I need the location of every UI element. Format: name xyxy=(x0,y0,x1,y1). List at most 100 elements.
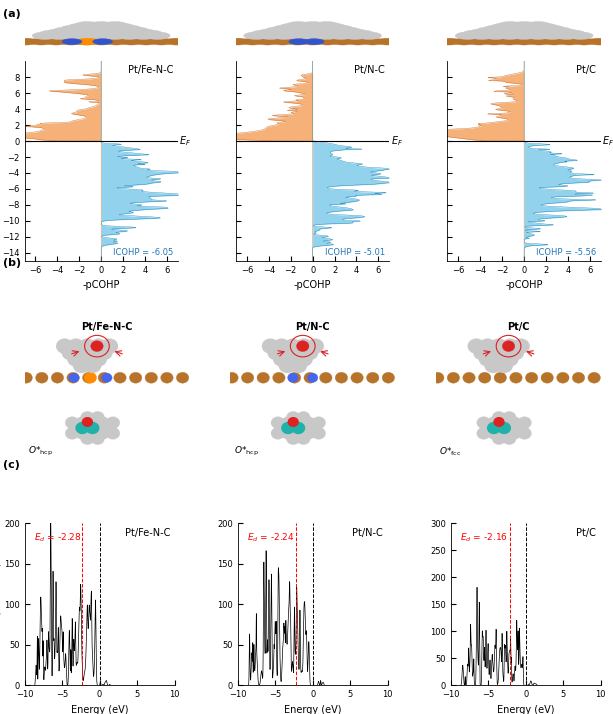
Circle shape xyxy=(102,373,112,382)
Circle shape xyxy=(75,427,89,439)
Circle shape xyxy=(476,27,501,34)
Circle shape xyxy=(512,422,527,434)
Circle shape xyxy=(300,25,326,33)
Circle shape xyxy=(116,25,142,33)
Circle shape xyxy=(286,38,309,45)
Text: $E_d$ = -2.24: $E_d$ = -2.24 xyxy=(246,531,294,544)
Circle shape xyxy=(106,417,120,428)
Circle shape xyxy=(509,372,522,383)
Circle shape xyxy=(561,30,586,38)
Circle shape xyxy=(533,30,558,38)
Text: $E_d$ = -2.28: $E_d$ = -2.28 xyxy=(34,531,81,544)
Circle shape xyxy=(82,24,107,31)
Circle shape xyxy=(511,29,537,36)
Circle shape xyxy=(286,29,311,36)
Circle shape xyxy=(46,29,71,36)
Circle shape xyxy=(479,351,496,366)
Circle shape xyxy=(502,422,516,434)
Circle shape xyxy=(15,38,37,45)
Circle shape xyxy=(75,38,97,45)
Circle shape xyxy=(135,38,158,45)
Circle shape xyxy=(306,422,321,434)
Circle shape xyxy=(226,372,238,383)
Circle shape xyxy=(91,422,105,434)
Circle shape xyxy=(116,32,142,39)
Circle shape xyxy=(306,338,324,353)
Circle shape xyxy=(497,417,511,428)
Circle shape xyxy=(88,25,114,33)
Circle shape xyxy=(279,24,304,31)
Circle shape xyxy=(292,423,305,433)
Circle shape xyxy=(300,32,326,39)
Circle shape xyxy=(484,345,501,360)
Circle shape xyxy=(286,32,311,39)
Circle shape xyxy=(588,372,600,383)
Circle shape xyxy=(281,417,295,428)
Circle shape xyxy=(271,417,285,428)
Circle shape xyxy=(349,30,375,38)
Circle shape xyxy=(484,25,509,33)
Circle shape xyxy=(67,338,85,353)
Circle shape xyxy=(60,32,86,39)
Circle shape xyxy=(297,411,310,423)
Circle shape xyxy=(279,345,296,360)
Circle shape xyxy=(114,372,126,383)
Circle shape xyxy=(110,27,135,34)
Circle shape xyxy=(452,38,476,45)
Circle shape xyxy=(89,351,107,366)
Circle shape xyxy=(329,25,353,33)
Circle shape xyxy=(501,351,519,366)
Circle shape xyxy=(281,427,295,439)
Circle shape xyxy=(75,21,99,29)
Circle shape xyxy=(568,32,593,39)
Circle shape xyxy=(490,338,507,353)
Circle shape xyxy=(138,30,163,38)
Circle shape xyxy=(525,32,550,39)
Circle shape xyxy=(573,38,596,45)
Circle shape xyxy=(102,32,128,39)
Circle shape xyxy=(271,427,285,439)
Circle shape xyxy=(96,427,110,439)
Circle shape xyxy=(297,422,310,434)
Circle shape xyxy=(469,29,494,36)
Circle shape xyxy=(291,417,305,428)
Circle shape xyxy=(508,427,521,439)
Circle shape xyxy=(60,29,86,36)
Circle shape xyxy=(293,24,318,31)
Circle shape xyxy=(267,345,284,360)
Circle shape xyxy=(573,372,585,383)
Circle shape xyxy=(286,433,300,445)
Circle shape xyxy=(226,38,249,45)
Circle shape xyxy=(301,345,318,360)
Circle shape xyxy=(279,30,304,38)
Circle shape xyxy=(490,24,516,31)
Circle shape xyxy=(498,32,522,39)
Circle shape xyxy=(76,423,88,433)
Circle shape xyxy=(484,358,501,373)
Circle shape xyxy=(102,25,128,33)
X-axis label: Energy (eV): Energy (eV) xyxy=(70,705,128,714)
Text: ICOHP = -5.56: ICOHP = -5.56 xyxy=(536,248,596,257)
Circle shape xyxy=(300,21,326,29)
Circle shape xyxy=(131,29,156,36)
Circle shape xyxy=(307,30,332,38)
Circle shape xyxy=(102,21,128,29)
Text: Pt/N-C: Pt/N-C xyxy=(295,322,330,332)
Circle shape xyxy=(120,38,143,45)
Circle shape xyxy=(314,25,340,33)
Circle shape xyxy=(468,338,485,353)
Circle shape xyxy=(314,21,340,29)
Circle shape xyxy=(498,38,520,45)
Circle shape xyxy=(91,411,105,423)
Circle shape xyxy=(367,372,379,383)
Circle shape xyxy=(504,27,530,34)
Text: ICOHP = -5.01: ICOHP = -5.01 xyxy=(324,248,385,257)
Circle shape xyxy=(342,32,368,39)
Text: Pt/Fe-N-C: Pt/Fe-N-C xyxy=(128,65,173,75)
Circle shape xyxy=(284,351,302,366)
Circle shape xyxy=(588,38,611,45)
Circle shape xyxy=(376,38,399,45)
Circle shape xyxy=(96,417,110,428)
Circle shape xyxy=(124,27,149,34)
Circle shape xyxy=(161,372,173,383)
